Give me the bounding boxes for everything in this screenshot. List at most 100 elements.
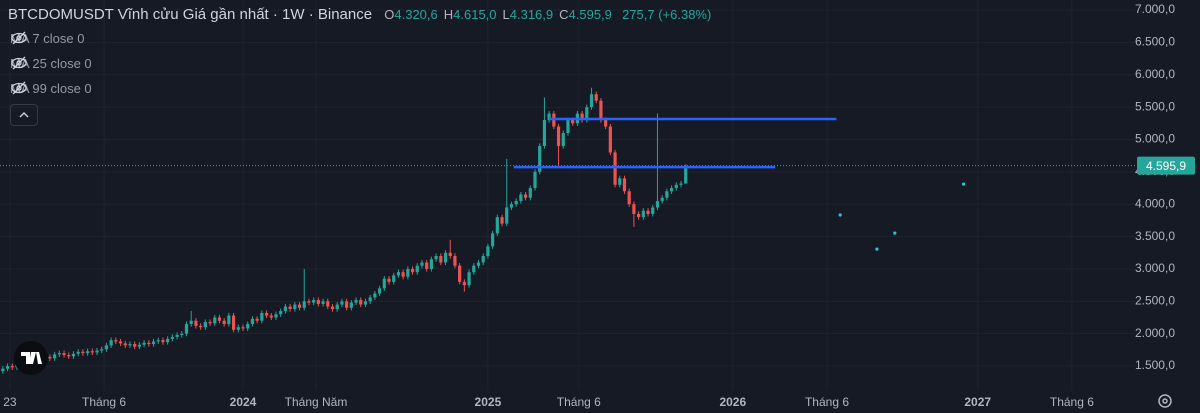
candle-body — [269, 315, 273, 318]
candle-body — [589, 94, 594, 108]
candle-body — [594, 94, 598, 101]
candle-body — [476, 262, 481, 266]
ohlc-key: C — [559, 7, 569, 22]
candle-body — [321, 301, 325, 304]
y-tick-label: 3.500,0 — [1135, 229, 1175, 243]
candle-body — [133, 344, 137, 347]
candle-body — [491, 233, 495, 247]
x-tick-label: 23 — [3, 395, 17, 409]
candle-body — [118, 341, 123, 344]
grid — [0, 0, 1135, 390]
indicator-row: MA 99 close 0 — [10, 81, 100, 96]
candle-body — [57, 353, 61, 355]
candle-body — [203, 322, 207, 328]
candle-body — [184, 323, 189, 334]
candle-body — [85, 351, 90, 354]
ohlc-value: 4.320,6 — [394, 7, 438, 22]
candle-body — [137, 344, 142, 347]
candle-body — [128, 344, 132, 346]
collapse-button[interactable] — [10, 104, 38, 126]
candle-body — [495, 217, 499, 234]
candle-body — [48, 356, 52, 359]
candle-body — [297, 304, 302, 308]
candle-body — [519, 194, 523, 201]
candle-body — [509, 204, 514, 208]
y-tick-label: 3.000,0 — [1135, 261, 1175, 275]
candle-body — [651, 207, 655, 214]
candle-body — [307, 301, 311, 303]
x-tick-label: Tháng 6 — [1050, 395, 1094, 409]
ohlc-value: 4.316,9 — [509, 7, 554, 22]
x-tick-label: Tháng 6 — [557, 395, 601, 409]
candle-body — [604, 120, 608, 127]
indicator-row: MA 25 close 0 — [10, 56, 100, 71]
candle-body — [241, 327, 245, 329]
candle-body — [665, 191, 669, 198]
candle-body — [396, 272, 401, 276]
candle-body — [434, 256, 438, 260]
indicator-row: MA 7 close 0 — [10, 31, 92, 46]
candle-body — [387, 278, 391, 282]
candle-body — [500, 217, 504, 224]
candle-body — [566, 120, 570, 134]
candle-body — [458, 265, 462, 282]
candle-body — [90, 351, 94, 353]
candle-body — [340, 301, 344, 305]
candle-body — [166, 338, 170, 343]
ohlc-value: 4.595,9 — [568, 7, 612, 22]
candle-body — [312, 300, 316, 303]
y-tick-label: 1.500,0 — [1135, 358, 1175, 372]
candle-body — [255, 318, 259, 321]
y-tick-label: 4.000,0 — [1135, 196, 1175, 210]
candle-body — [302, 301, 306, 308]
candle-body — [62, 353, 66, 356]
candle-body — [684, 165, 688, 184]
candle-body — [123, 343, 127, 346]
candle-body — [109, 340, 113, 346]
indicator-label: MA 99 close 0 — [10, 81, 92, 96]
candle-body — [439, 256, 443, 263]
candle-body — [147, 342, 151, 345]
candle-body — [622, 178, 627, 192]
indicator-label: MA 25 close 0 — [10, 56, 92, 71]
x-tick-label: 2026 — [719, 395, 746, 409]
candle-body — [373, 293, 377, 298]
candle-body — [392, 275, 396, 282]
candle-body — [199, 325, 203, 328]
candle-body — [556, 126, 561, 146]
candle-body — [10, 366, 14, 368]
candle-body — [151, 341, 156, 345]
candle-body — [655, 200, 660, 208]
x-tick-label: 2024 — [230, 395, 257, 409]
candle-body — [410, 268, 415, 273]
dot — [961, 182, 966, 186]
candle-body — [274, 314, 278, 318]
y-tick-label: 6.000,0 — [1135, 67, 1175, 81]
candle-body — [236, 327, 240, 330]
candle-body — [189, 320, 193, 324]
candle-body — [669, 188, 674, 192]
candle-body — [538, 145, 542, 172]
axes: 1.500,0 2.000,0 2.500,0 3.000,0 3.500,0 4.000… — [3, 2, 1195, 409]
candle-body — [453, 256, 457, 266]
candle-body — [472, 265, 476, 273]
candle-body — [608, 126, 612, 153]
candle-body — [382, 278, 386, 289]
candle-body — [580, 113, 584, 121]
candle-body — [326, 301, 330, 307]
candle-body — [95, 350, 99, 353]
ohlc-value: 4.615,0 — [453, 7, 497, 22]
candle-body — [448, 252, 452, 257]
candle-body — [571, 120, 575, 124]
candle-body — [505, 207, 509, 224]
candle-body — [641, 210, 645, 218]
candle-body — [250, 318, 255, 324]
y-tick-label: 5.000,0 — [1135, 132, 1175, 146]
symbol-title: BTCDOMUSDT Vĩnh cửu Giá gần nhất · 1W · … — [8, 6, 373, 23]
candle-body — [561, 133, 565, 146]
settings-icon[interactable] — [1158, 394, 1172, 408]
candle-body — [359, 300, 363, 305]
eye-icon — [11, 31, 27, 45]
plot-area — [1, 87, 966, 374]
